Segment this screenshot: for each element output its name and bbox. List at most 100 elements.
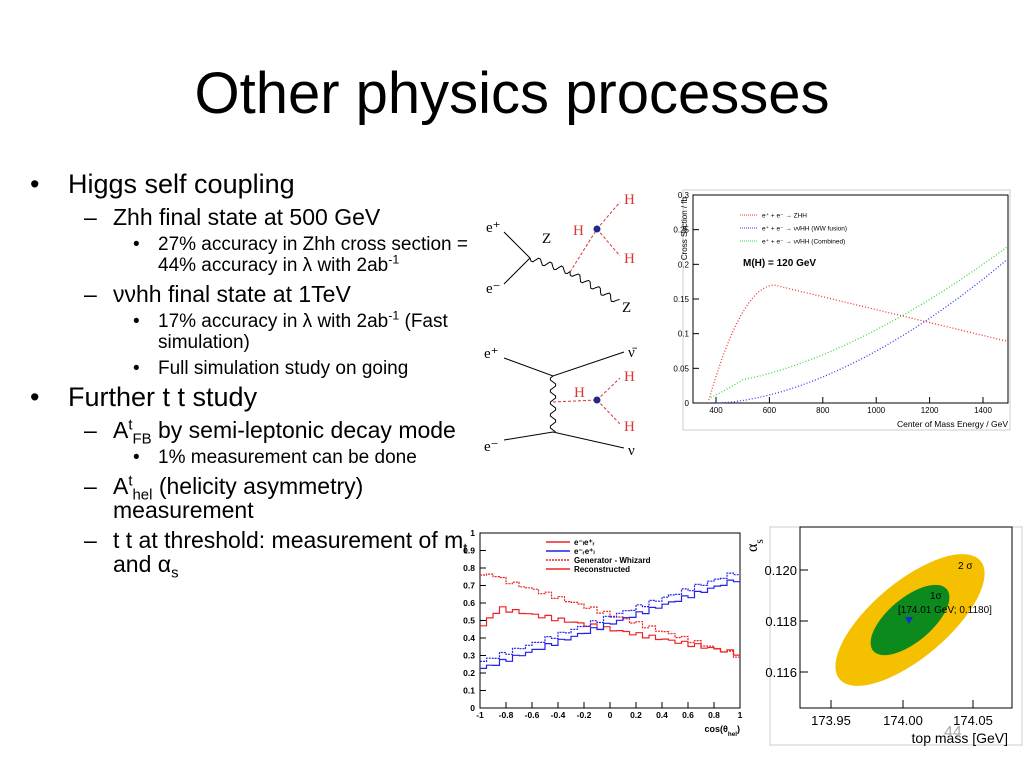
bullet-text: 1% measurement can be done	[158, 447, 417, 468]
x-tick-label: 0	[608, 710, 613, 720]
y-axis-label: αs	[744, 539, 766, 552]
bullet-text: Athel (helicity asymmetry) measurement	[113, 473, 363, 523]
particle-label: Z	[622, 300, 631, 316]
y-tick-label: 0.15	[673, 295, 689, 304]
x-tick-label: 600	[763, 406, 777, 415]
slide-title: Other physics processes	[194, 61, 830, 126]
text-run: 17% accuracy in λ with 2ab	[158, 311, 389, 332]
feynman-nnhh	[503, 351, 625, 449]
page-number: 44	[944, 724, 962, 741]
x-tick-label: 400	[709, 406, 723, 415]
subscript: t	[463, 540, 468, 558]
bullet-item: • Further t t study	[0, 383, 475, 412]
bullet-text: 17% accuracy in λ with 2ab-1 (Fast simul…	[158, 308, 448, 353]
histogram	[480, 606, 740, 656]
particle-label: ν̄	[628, 345, 638, 361]
y-tick-label: 0.4	[463, 633, 475, 643]
bullet-text: ννhh final state at 1TeV	[113, 281, 351, 307]
superscript: -1	[388, 308, 400, 323]
plot-annotation: 2 σ	[958, 561, 973, 572]
x-tick-label: 174.05	[953, 713, 993, 728]
legend-entry: Generator - Whizard	[574, 556, 651, 565]
histogram	[480, 573, 740, 658]
histogram	[480, 572, 740, 662]
x-tick-label: 0.6	[682, 710, 694, 720]
text-run: cos(θ	[705, 724, 729, 734]
y-tick-label: 0.5	[463, 616, 475, 626]
text-run: (helicity asymmetry) measurement	[113, 473, 364, 523]
particle-label: H	[573, 223, 584, 239]
superscript: t	[128, 416, 133, 434]
feynman-zhh	[503, 201, 621, 285]
y-tick-label: 0.9	[463, 546, 475, 556]
text-run: (Fast simulation)	[158, 311, 448, 353]
bullet-marker: •	[30, 382, 40, 412]
bullet-item: – t t at threshold: measurement of mt and…	[0, 527, 475, 581]
bullet-marker: –	[84, 204, 97, 230]
w-propagator	[549, 375, 557, 433]
bullet-item: • Higgs self coupling	[0, 170, 475, 199]
legend-entry: e⁻ₗe⁺ᵣ	[574, 538, 595, 547]
bullet-text: t t at threshold: measurement of mt and …	[113, 527, 468, 581]
particle-label: H	[574, 385, 585, 401]
text-run: α	[744, 543, 761, 552]
text-run: )	[737, 724, 740, 734]
bullet-text: AtFB by semi-leptonic decay mode	[113, 416, 456, 446]
superscript: -1	[388, 252, 400, 267]
x-tick-label: 174.00	[883, 713, 923, 728]
text-run: t t at threshold: measurement of m	[113, 527, 464, 553]
plot-frame	[799, 526, 1013, 709]
x-tick-label: -1	[476, 710, 484, 720]
x-tick-label: 1200	[921, 406, 939, 415]
x-tick-label: 1	[738, 710, 743, 720]
bullet-marker: •	[133, 234, 140, 255]
y-tick-label: 0	[685, 399, 690, 408]
legend-entry: Reconstructed	[574, 565, 630, 574]
bullet-item: • 17% accuracy in λ with 2ab-1 (Fast simu…	[0, 308, 475, 353]
particle-label: e⁺	[484, 346, 499, 362]
bullet-item: • 1% measurement can be done	[0, 447, 475, 468]
text-run: A	[113, 473, 129, 499]
bullet-marker: –	[84, 473, 97, 499]
y-tick-label: 0.1	[678, 330, 690, 339]
bullet-text: Higgs self coupling	[68, 169, 295, 199]
bullet-item: • Full simulation study on going	[0, 358, 475, 379]
legend-entry: e⁺ + e⁻ → ZHH	[762, 213, 807, 220]
x-tick-label: 173.95	[811, 713, 851, 728]
x-tick-label: -0.8	[499, 710, 514, 720]
superscript: t	[128, 472, 133, 490]
x-axis-label: top mass [GeV]	[912, 730, 1008, 746]
bullet-marker: –	[84, 281, 97, 307]
particle-label: H	[624, 419, 635, 435]
y-tick-label: 0.118	[765, 614, 797, 629]
histogram	[480, 579, 740, 669]
y-tick-label: 0.3	[463, 651, 475, 661]
z-line	[569, 271, 620, 303]
y-tick-label: 0.116	[765, 665, 797, 680]
bullet-marker: •	[133, 358, 140, 379]
y-tick-label: 0.3	[678, 191, 690, 200]
bullet-item: – Athel (helicity asymmetry) measurement	[0, 473, 475, 523]
y-tick-label: 0.7	[463, 581, 475, 591]
y-tick-label: 0.6	[463, 598, 475, 608]
bullet-item: – ννhh final state at 1TeV	[0, 282, 475, 306]
subscript: s	[171, 564, 179, 582]
legend-entry: e⁺ + e⁻ → νν̄HH (WW fusion)	[762, 226, 847, 233]
plot-curve	[716, 259, 1008, 404]
bullet-item: – Zhh final state at 500 GeV	[0, 205, 475, 229]
bullet-text: Full simulation study on going	[158, 358, 409, 379]
legend-entry: e⁻ᵣe⁺ₗ	[574, 547, 595, 556]
bullet-text: Further t t study	[68, 382, 258, 412]
text-run: 27% accuracy in Zhh cross section = 44% …	[158, 234, 468, 276]
text-run: and α	[113, 551, 172, 577]
plot-annotation: M(H) = 120 GeV	[743, 258, 816, 269]
y-tick-label: 0.2	[463, 668, 475, 678]
bullet-text: Zhh final state at 500 GeV	[113, 204, 381, 230]
bullet-marker: •	[133, 311, 140, 332]
confidence-ellipses	[835, 554, 985, 686]
legend-entry: e⁺ + e⁻ → νν̄HH (Combined)	[762, 239, 845, 246]
plot-panel	[682, 189, 1011, 431]
